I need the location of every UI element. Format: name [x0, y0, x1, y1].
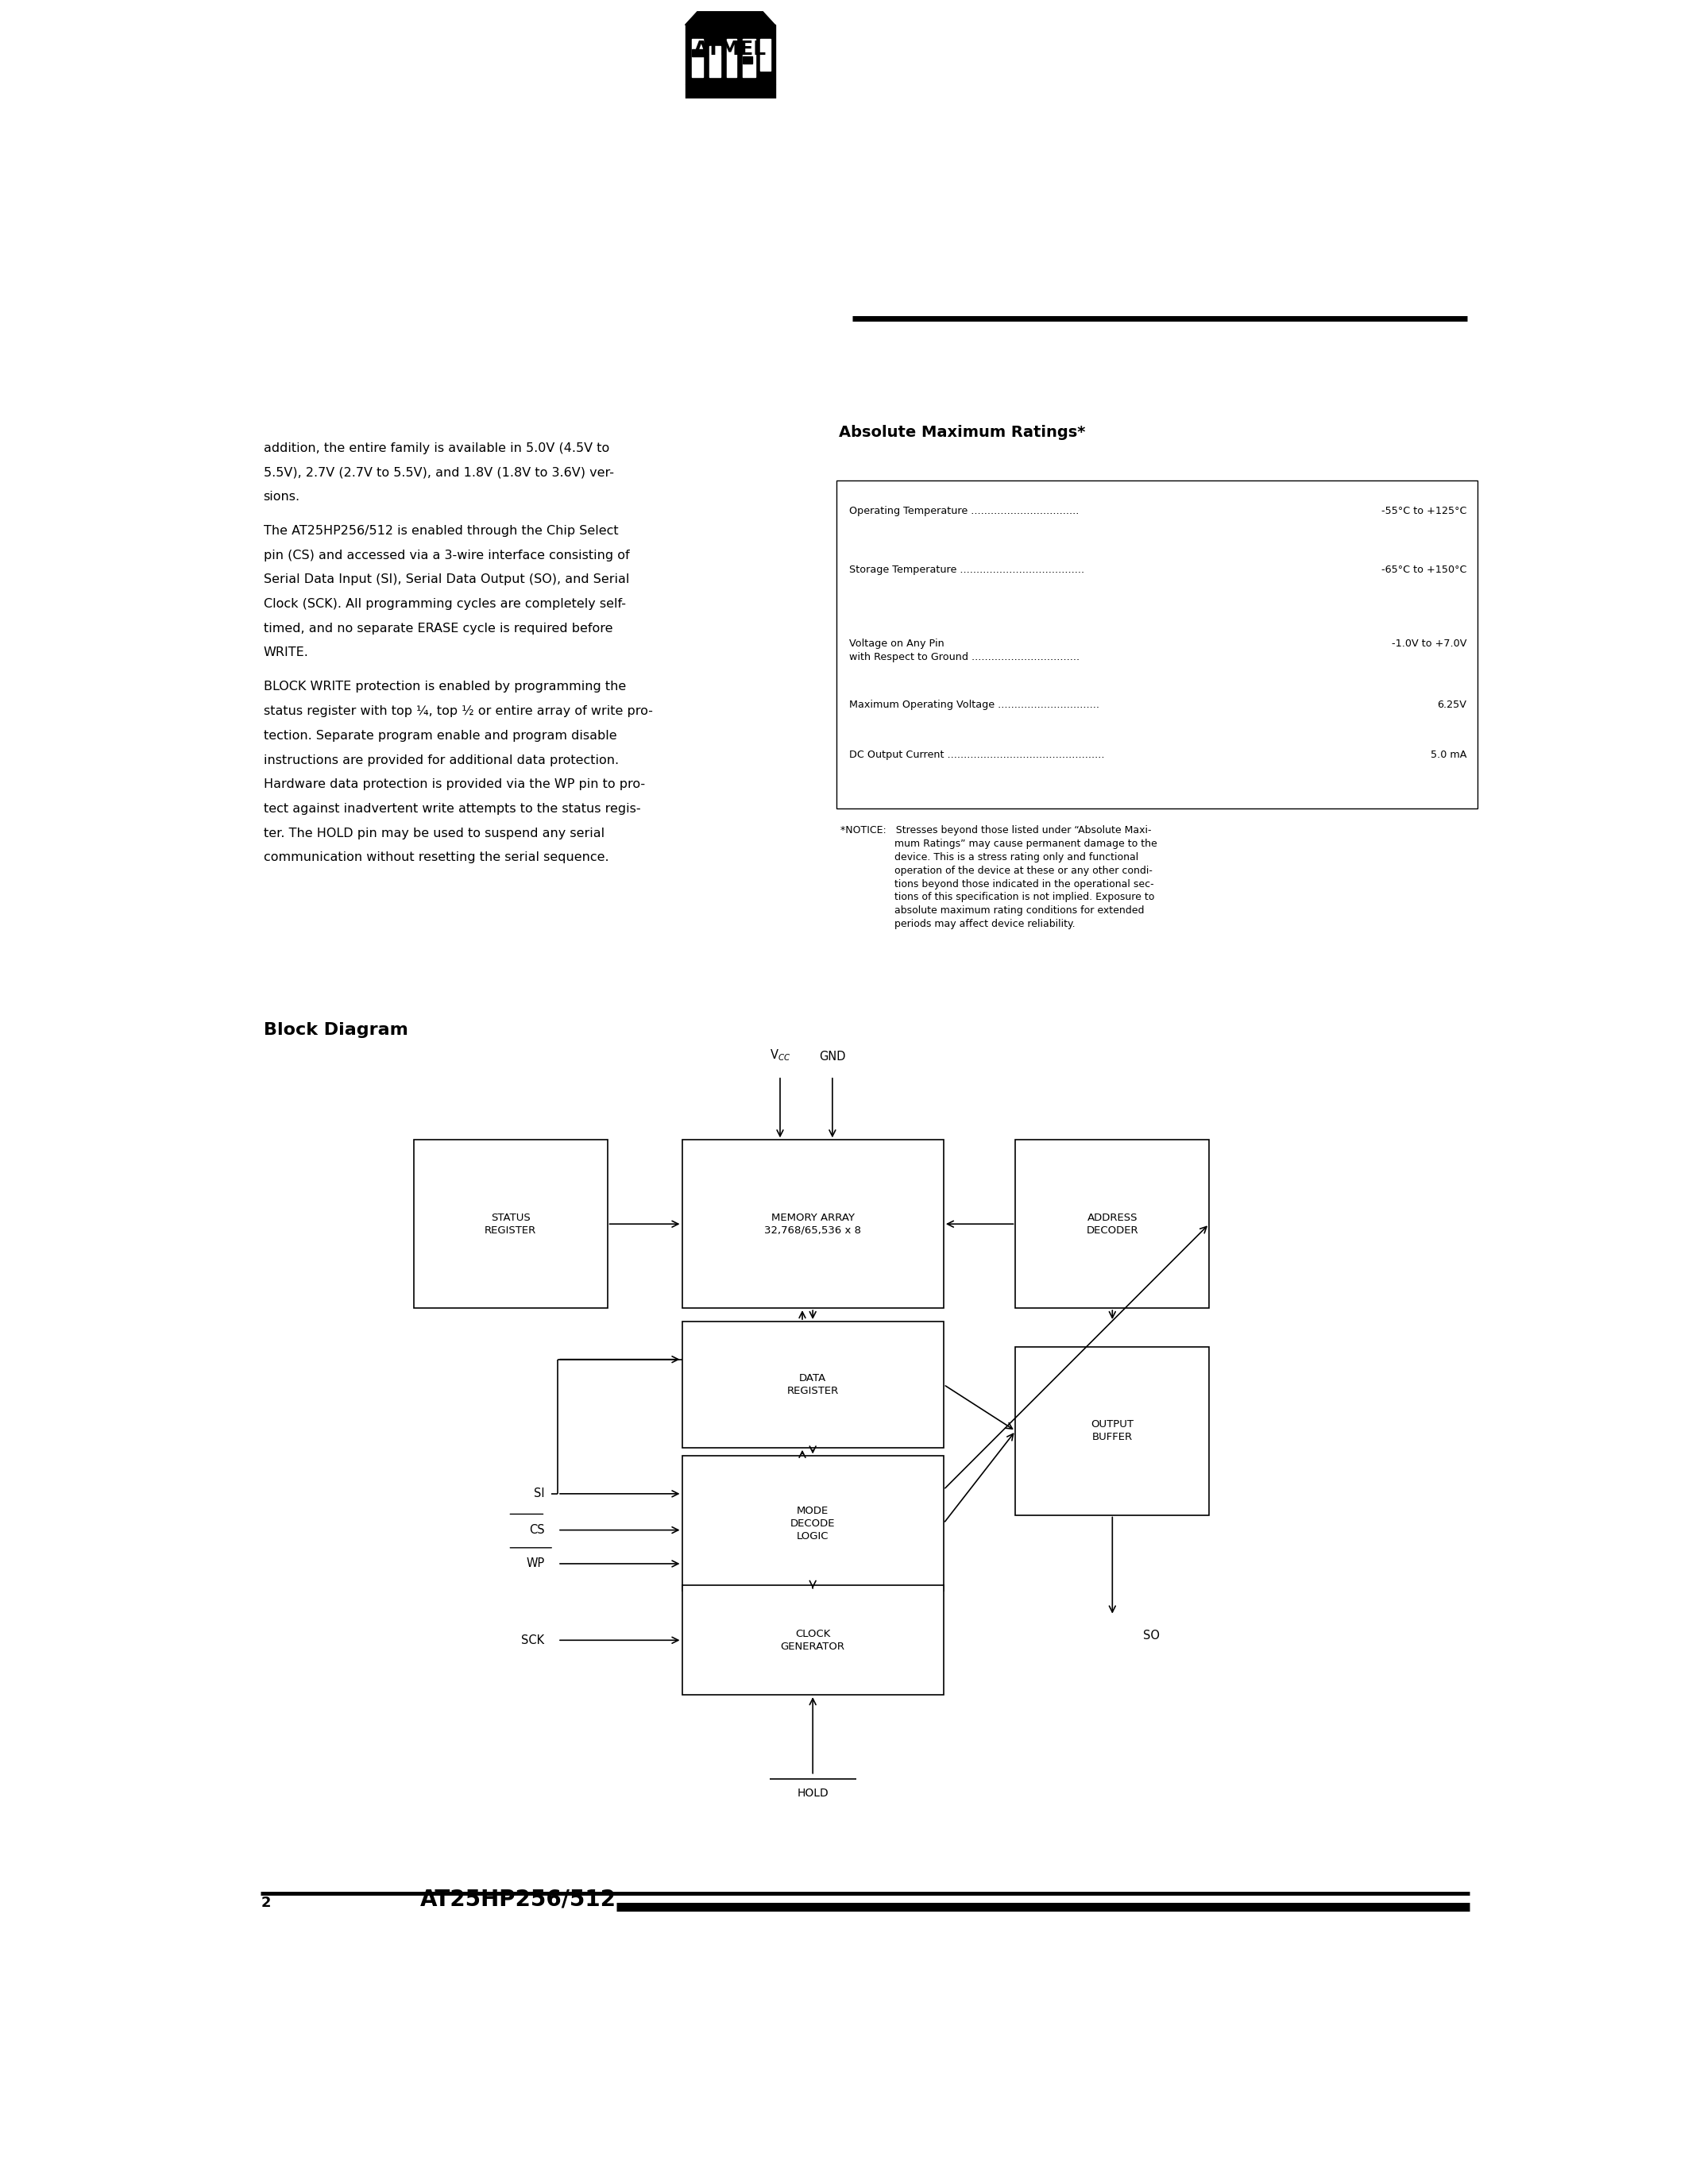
Text: SCK: SCK [522, 1634, 545, 1647]
Text: SO: SO [1143, 1629, 1160, 1640]
Bar [728, 39, 736, 76]
Text: BLOCK WRITE protection is enabled by programming the: BLOCK WRITE protection is enabled by pro… [263, 681, 626, 692]
Text: timed, and no separate ERASE cycle is required before: timed, and no separate ERASE cycle is re… [263, 622, 613, 633]
Text: HOLD: HOLD [797, 1787, 829, 1797]
Text: CLOCK
GENERATOR: CLOCK GENERATOR [780, 1629, 846, 1651]
Text: Storage Temperature ......................................: Storage Temperature ....................… [849, 566, 1085, 574]
Text: ter. The HOLD pin may be used to suspend any serial: ter. The HOLD pin may be used to suspend… [263, 828, 604, 839]
Text: DATA
REGISTER: DATA REGISTER [787, 1374, 839, 1396]
Text: Hardware data protection is provided via the WP pin to pro-: Hardware data protection is provided via… [263, 778, 645, 791]
Text: Voltage on Any Pin
with Respect to Ground .................................: Voltage on Any Pin with Respect to Groun… [849, 638, 1080, 662]
Text: MEMORY ARRAY
32,768/65,536 x 8: MEMORY ARRAY 32,768/65,536 x 8 [765, 1212, 861, 1236]
Text: -1.0V to +7.0V: -1.0V to +7.0V [1393, 638, 1467, 649]
Text: instructions are provided for additional data protection.: instructions are provided for additional… [263, 753, 618, 767]
Bar [743, 39, 756, 76]
Text: pin (CS) and accessed via a 3-wire interface consisting of: pin (CS) and accessed via a 3-wire inter… [263, 550, 630, 561]
Text: Serial Data Input (SI), Serial Data Output (SO), and Serial: Serial Data Input (SI), Serial Data Outp… [263, 574, 630, 585]
Text: 5.0 mA: 5.0 mA [1431, 749, 1467, 760]
Bar [682, 1321, 944, 1448]
Bar [414, 1140, 608, 1308]
Text: sions.: sions. [263, 491, 300, 502]
Text: CS: CS [528, 1524, 545, 1535]
Text: Clock (SCK). All programming cycles are completely self-: Clock (SCK). All programming cycles are … [263, 598, 626, 609]
Text: status register with top ¼, top ½ or entire array of write pro-: status register with top ¼, top ½ or ent… [263, 705, 653, 716]
Bar [1016, 1140, 1209, 1308]
Bar [682, 1140, 944, 1308]
Text: 2: 2 [260, 1896, 270, 1911]
Text: MODE
DECODE
LOGIC: MODE DECODE LOGIC [790, 1505, 836, 1542]
Bar [685, 85, 775, 98]
Bar [1016, 1348, 1209, 1516]
Text: *NOTICE:   Stresses beyond those listed under “Absolute Maxi-
                 m: *NOTICE: Stresses beyond those listed un… [841, 826, 1156, 928]
Text: ADDRESS
DECODER: ADDRESS DECODER [1087, 1212, 1138, 1236]
Bar [836, 480, 1477, 808]
Bar [692, 39, 702, 76]
Bar [692, 50, 709, 57]
Text: -55°C to +125°C: -55°C to +125°C [1381, 507, 1467, 515]
Text: WP: WP [527, 1557, 545, 1570]
Text: 6.25V: 6.25V [1438, 699, 1467, 710]
Text: Absolute Maximum Ratings*: Absolute Maximum Ratings* [839, 426, 1085, 441]
Bar [685, 24, 775, 85]
Text: GND: GND [819, 1051, 846, 1064]
Bar [682, 1457, 944, 1590]
Text: -65°C to +150°C: -65°C to +150°C [1381, 566, 1467, 574]
Text: The AT25HP256/512 is enabled through the Chip Select: The AT25HP256/512 is enabled through the… [263, 524, 618, 537]
Text: V$_{CC}$: V$_{CC}$ [770, 1048, 790, 1064]
Bar [682, 1586, 944, 1695]
Text: tect against inadvertent write attempts to the status regis-: tect against inadvertent write attempts … [263, 804, 640, 815]
Polygon shape [685, 11, 775, 24]
Text: Block Diagram: Block Diagram [263, 1022, 408, 1037]
Text: OUTPUT
BUFFER: OUTPUT BUFFER [1090, 1420, 1134, 1441]
Text: SI: SI [533, 1487, 545, 1500]
Text: communication without resetting the serial sequence.: communication without resetting the seri… [263, 852, 609, 863]
Bar [709, 46, 721, 76]
Text: Maximum Operating Voltage ...............................: Maximum Operating Voltage ..............… [849, 699, 1099, 710]
Bar [761, 39, 770, 70]
Text: tection. Separate program enable and program disable: tection. Separate program enable and pro… [263, 729, 616, 743]
Text: addition, the entire family is available in 5.0V (4.5V to: addition, the entire family is available… [263, 441, 609, 454]
Text: 5.5V), 2.7V (2.7V to 5.5V), and 1.8V (1.8V to 3.6V) ver-: 5.5V), 2.7V (2.7V to 5.5V), and 1.8V (1.… [263, 467, 614, 478]
Text: Operating Temperature .................................: Operating Temperature ..................… [849, 507, 1079, 515]
Text: ĀTMEL: ĀTMEL [694, 39, 766, 59]
Text: AT25HP256/512: AT25HP256/512 [420, 1887, 616, 1911]
Text: WRITE.: WRITE. [263, 646, 309, 660]
Bar [743, 57, 753, 63]
Text: STATUS
REGISTER: STATUS REGISTER [484, 1212, 537, 1236]
Text: DC Output Current ................................................: DC Output Current ......................… [849, 749, 1104, 760]
